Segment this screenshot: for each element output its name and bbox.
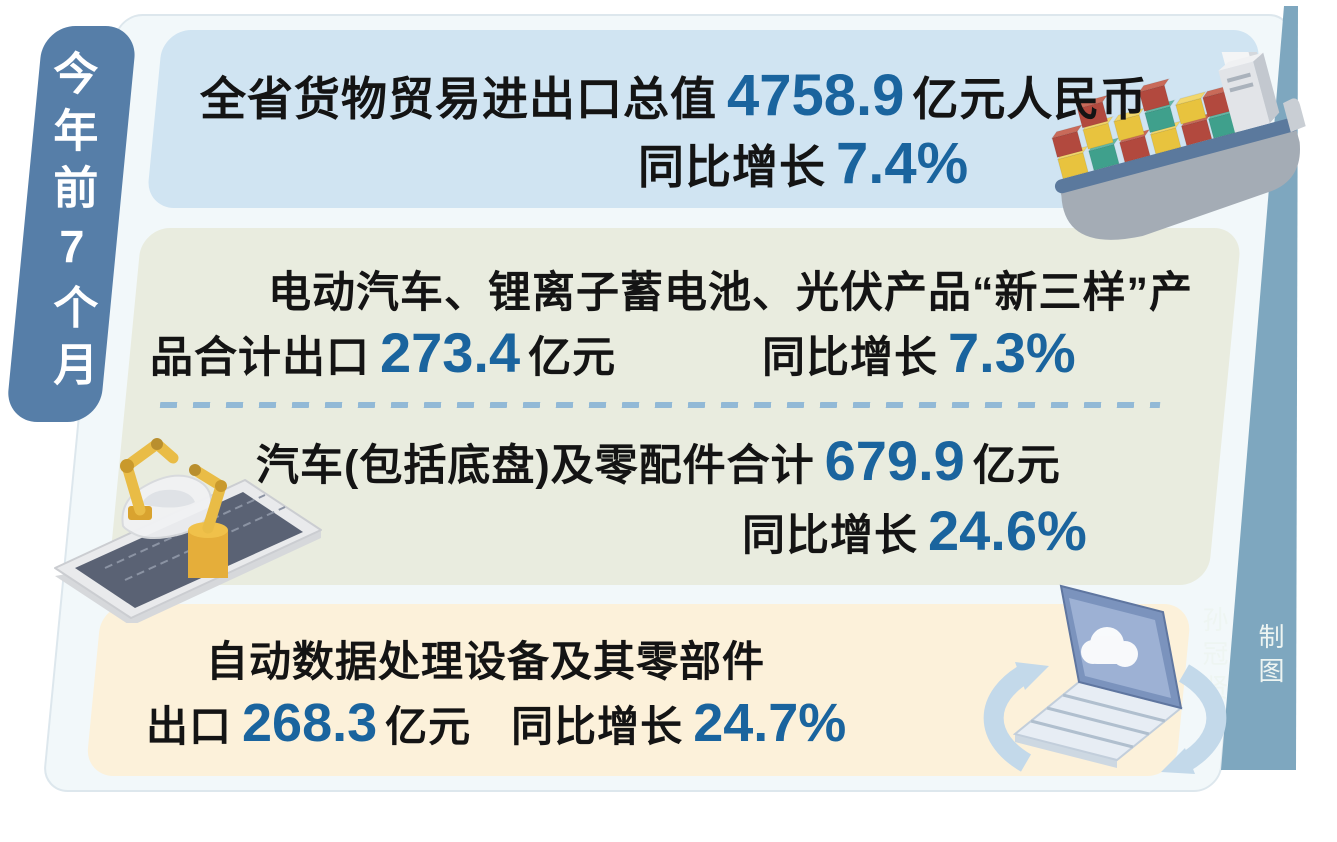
credit-label: 制图 bbox=[1255, 623, 1284, 691]
trade-total-growth-label: 同比增长 bbox=[638, 141, 826, 193]
credit-text: 制图 孙冠贤 bbox=[1199, 542, 1284, 772]
autos-growth-label: 同比增长 bbox=[742, 512, 918, 560]
new-three-growth-line: 同比增长 7.3% bbox=[762, 320, 1084, 385]
data-equipment-line1: 自动数据处理设备及其零部件 bbox=[206, 628, 765, 689]
trade-total-value: 4758.9 bbox=[727, 63, 905, 128]
autos-growth-line: 同比增长 24.6% bbox=[742, 498, 1095, 563]
autos-prefix: 汽车(包括底盘)及零配件合计 bbox=[256, 442, 815, 490]
new-three-growth-value: 7.3% bbox=[948, 321, 1076, 384]
new-three-value: 273.4 bbox=[380, 321, 521, 384]
autos-value: 679.9 bbox=[824, 429, 965, 492]
autos-line1: 汽车(包括底盘)及零配件合计 679.9 亿元 bbox=[256, 428, 1061, 493]
new-three-line1: 电动汽车、锂离子蓄电池、光伏产品“新三样”产 bbox=[268, 258, 1193, 320]
autos-unit: 亿元 bbox=[972, 442, 1061, 490]
trade-total-growth-value: 7.4% bbox=[836, 131, 969, 196]
trade-total-growth-line: 同比增长 7.4% bbox=[638, 130, 976, 197]
autos-growth-value: 24.6% bbox=[928, 499, 1087, 562]
laptop-cloud-icon bbox=[983, 584, 1227, 774]
data-equipment-prefix: 出口 bbox=[146, 703, 233, 750]
new-three-text: 电动汽车、锂离子蓄电池、光伏产品“新三样”产 bbox=[268, 269, 1193, 317]
trade-total-prefix: 全省货物贸易进出口总值 bbox=[200, 73, 717, 125]
new-three-prefix: 品合计出口 bbox=[150, 334, 370, 382]
new-three-line2: 品合计出口 273.4 亿元 bbox=[150, 320, 616, 385]
trade-total-line1: 全省货物贸易进出口总值 4758.9 亿元人民币 bbox=[200, 62, 1147, 129]
new-three-unit: 亿元 bbox=[528, 334, 617, 382]
data-equipment-unit: 亿元 bbox=[385, 703, 472, 750]
data-equipment-growth-value: 24.7% bbox=[693, 693, 847, 753]
trade-total-unit: 亿元人民币 bbox=[912, 73, 1148, 125]
data-equipment-line2: 出口 268.3 亿元 同比增长 24.7% bbox=[146, 692, 854, 754]
data-equipment-growth-label: 同比增长 bbox=[511, 703, 684, 750]
assembly-robot-icon bbox=[54, 438, 322, 623]
cargo-ship-icon bbox=[1050, 52, 1306, 240]
new-three-growth-label: 同比增长 bbox=[762, 334, 938, 382]
data-equipment-value: 268.3 bbox=[242, 693, 378, 753]
data-equipment-text: 自动数据处理设备及其零部件 bbox=[206, 638, 766, 685]
